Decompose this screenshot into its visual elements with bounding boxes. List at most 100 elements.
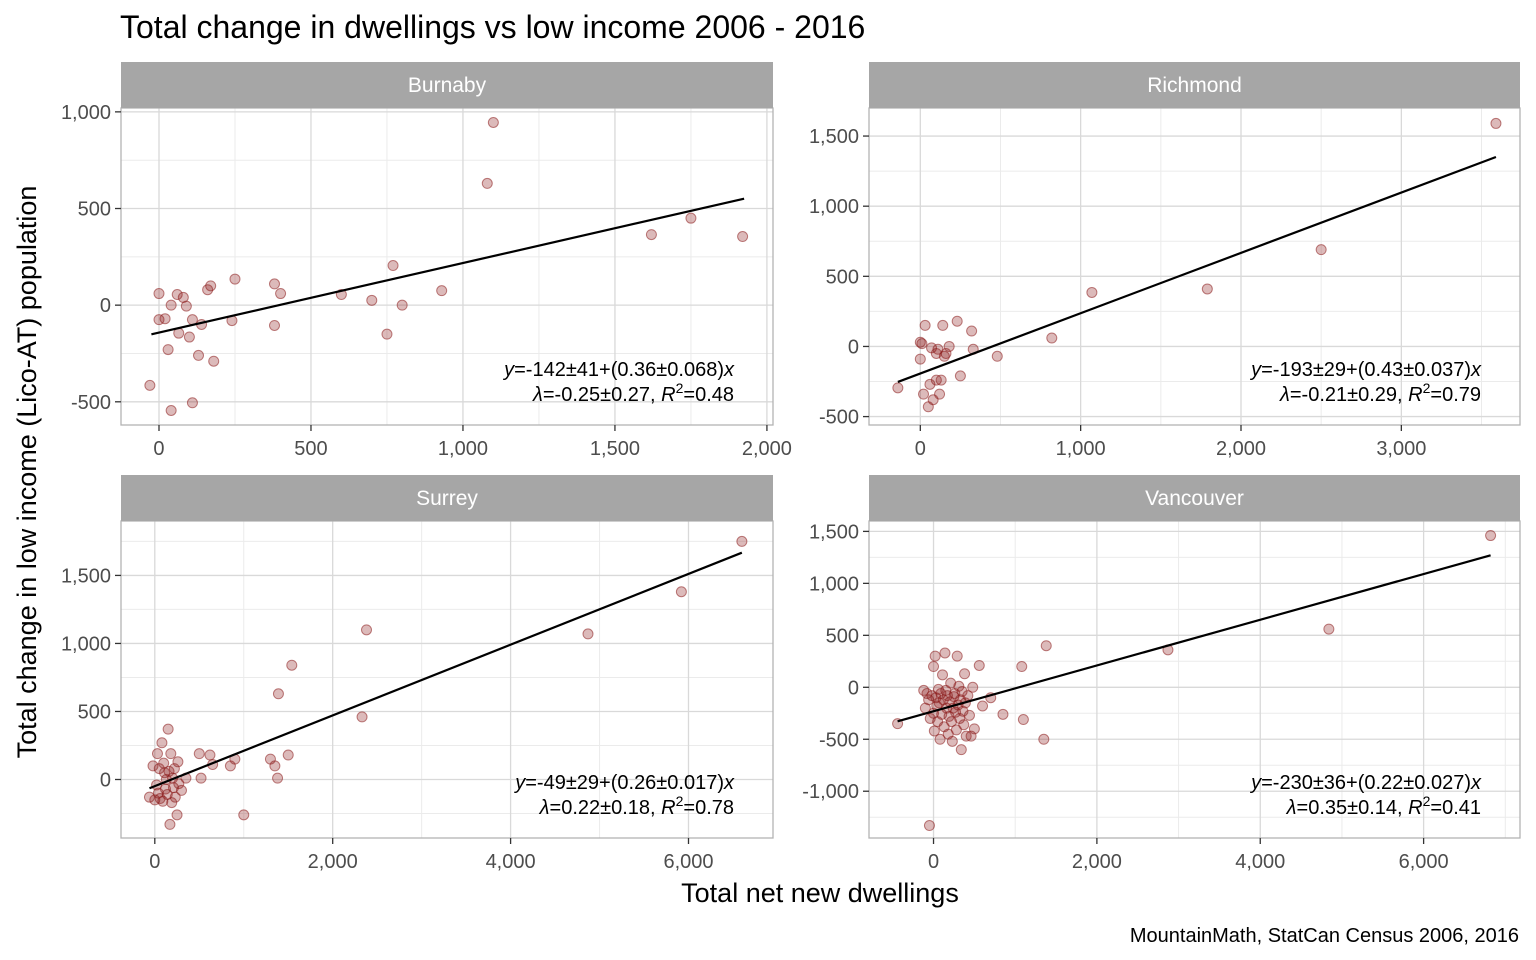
data-point <box>162 344 174 356</box>
x-tick-label: 0 <box>928 851 939 873</box>
strip-label: Burnaby <box>408 74 487 97</box>
data-point <box>186 397 198 409</box>
y-tick-label: 500 <box>78 701 111 723</box>
data-point <box>143 791 155 803</box>
data-point <box>1086 286 1098 298</box>
data-point <box>269 319 281 331</box>
data-point <box>916 338 928 350</box>
y-tick-label: 0 <box>848 677 859 699</box>
r-superscript: 2 <box>1423 380 1431 396</box>
data-point <box>737 231 749 243</box>
lambda-value: =0.22±0.18, <box>550 797 662 819</box>
data-point <box>275 288 287 300</box>
data-point <box>183 331 195 343</box>
data-point <box>1017 714 1029 726</box>
x-tick-label: 4,000 <box>1235 851 1285 873</box>
data-point <box>1201 283 1213 295</box>
x-tick-label: 3,000 <box>1376 438 1426 460</box>
fit-statistics: λ=-0.25±0.27, R2=0.48 <box>532 380 734 406</box>
data-point <box>950 724 962 736</box>
data-point <box>991 350 1003 362</box>
x-tick-label: 2,000 <box>1216 438 1266 460</box>
data-point <box>1323 623 1335 635</box>
data-point <box>144 379 156 391</box>
data-point <box>153 288 165 300</box>
regression-line <box>897 155 1497 383</box>
y-tick-label: 1,000 <box>61 102 111 124</box>
data-point <box>934 388 946 400</box>
data-point <box>1040 640 1052 652</box>
y-tick-label: 0 <box>100 769 111 791</box>
data-point <box>957 705 969 717</box>
data-point <box>946 735 958 747</box>
data-point <box>286 659 298 671</box>
data-point <box>387 260 399 272</box>
data-point <box>934 733 946 745</box>
data-point <box>175 784 187 796</box>
fit-statistics: λ=0.22±0.18, R2=0.78 <box>539 793 734 819</box>
data-point <box>396 299 408 311</box>
x-tick-label: 500 <box>294 438 327 460</box>
data-point <box>997 708 1009 720</box>
y-tick-label: 1,000 <box>809 573 859 595</box>
strip-richmond <box>869 62 1520 108</box>
data-point <box>204 749 216 761</box>
x-tick-label: 2,000 <box>1072 851 1122 873</box>
y-tick-label: 500 <box>78 199 111 221</box>
data-point <box>172 756 184 768</box>
x-tick-label: 0 <box>153 438 164 460</box>
data-point <box>163 765 175 777</box>
data-point <box>165 299 177 311</box>
data-point <box>923 820 935 832</box>
points-vancouver <box>892 530 1497 832</box>
data-point <box>436 285 448 297</box>
lambda-value: =0.35±0.14, <box>1297 797 1409 819</box>
data-point <box>165 748 177 760</box>
regression-line <box>149 551 743 790</box>
minor-grid <box>121 108 773 425</box>
data-point <box>164 818 176 830</box>
data-point <box>481 177 493 189</box>
y-tick-label: -1,000 <box>802 781 859 803</box>
data-point <box>914 336 926 348</box>
strip-surrey <box>121 475 773 521</box>
x-tick-label: 4,000 <box>486 851 536 873</box>
data-point <box>685 212 697 224</box>
x-tick-label: 1,000 <box>1056 438 1106 460</box>
data-point <box>272 688 284 700</box>
y-tick-label: 0 <box>848 336 859 358</box>
x-tick-label: 0 <box>915 438 926 460</box>
fit-statistics: λ=0.35±0.14, R2=0.41 <box>1286 793 1481 819</box>
plot-background <box>869 521 1520 838</box>
strip-label: Surrey <box>416 487 478 510</box>
data-point <box>356 711 368 723</box>
y-tick-label: 500 <box>826 266 859 288</box>
data-point <box>269 278 281 290</box>
data-point <box>282 749 294 761</box>
data-point <box>269 760 281 772</box>
y-tick-label: -500 <box>71 392 111 414</box>
y-tick-label: 1,000 <box>61 633 111 655</box>
axis-ticks: 0 1,000 2,000 3,000 -500 0 500 1,000 1,500 <box>809 126 1426 460</box>
x-tick-label: 2,000 <box>308 851 358 873</box>
data-point <box>272 772 284 784</box>
lambda-value: =-0.21±0.29, <box>1290 384 1408 406</box>
data-point <box>945 716 957 728</box>
minor-grid <box>121 521 773 838</box>
eq-body: =-49±29+(0.26±0.017) <box>525 772 724 794</box>
y-tick-label: 1,500 <box>809 521 859 543</box>
data-point <box>937 319 949 331</box>
data-point <box>919 319 931 331</box>
data-point <box>892 382 904 394</box>
y-tick-label: 1,500 <box>809 126 859 148</box>
data-point <box>165 405 177 417</box>
lambda-symbol: λ <box>532 384 543 406</box>
data-point <box>1038 733 1050 745</box>
fit-equation: y=-142±41+(0.36±0.068)x <box>502 359 735 381</box>
data-point <box>973 659 985 671</box>
lambda-value: =-0.25±0.27, <box>543 384 661 406</box>
data-point <box>935 374 947 386</box>
data-point <box>955 744 967 756</box>
data-point <box>943 340 955 352</box>
chart-title: Total change in dwellings vs low income … <box>120 9 865 45</box>
